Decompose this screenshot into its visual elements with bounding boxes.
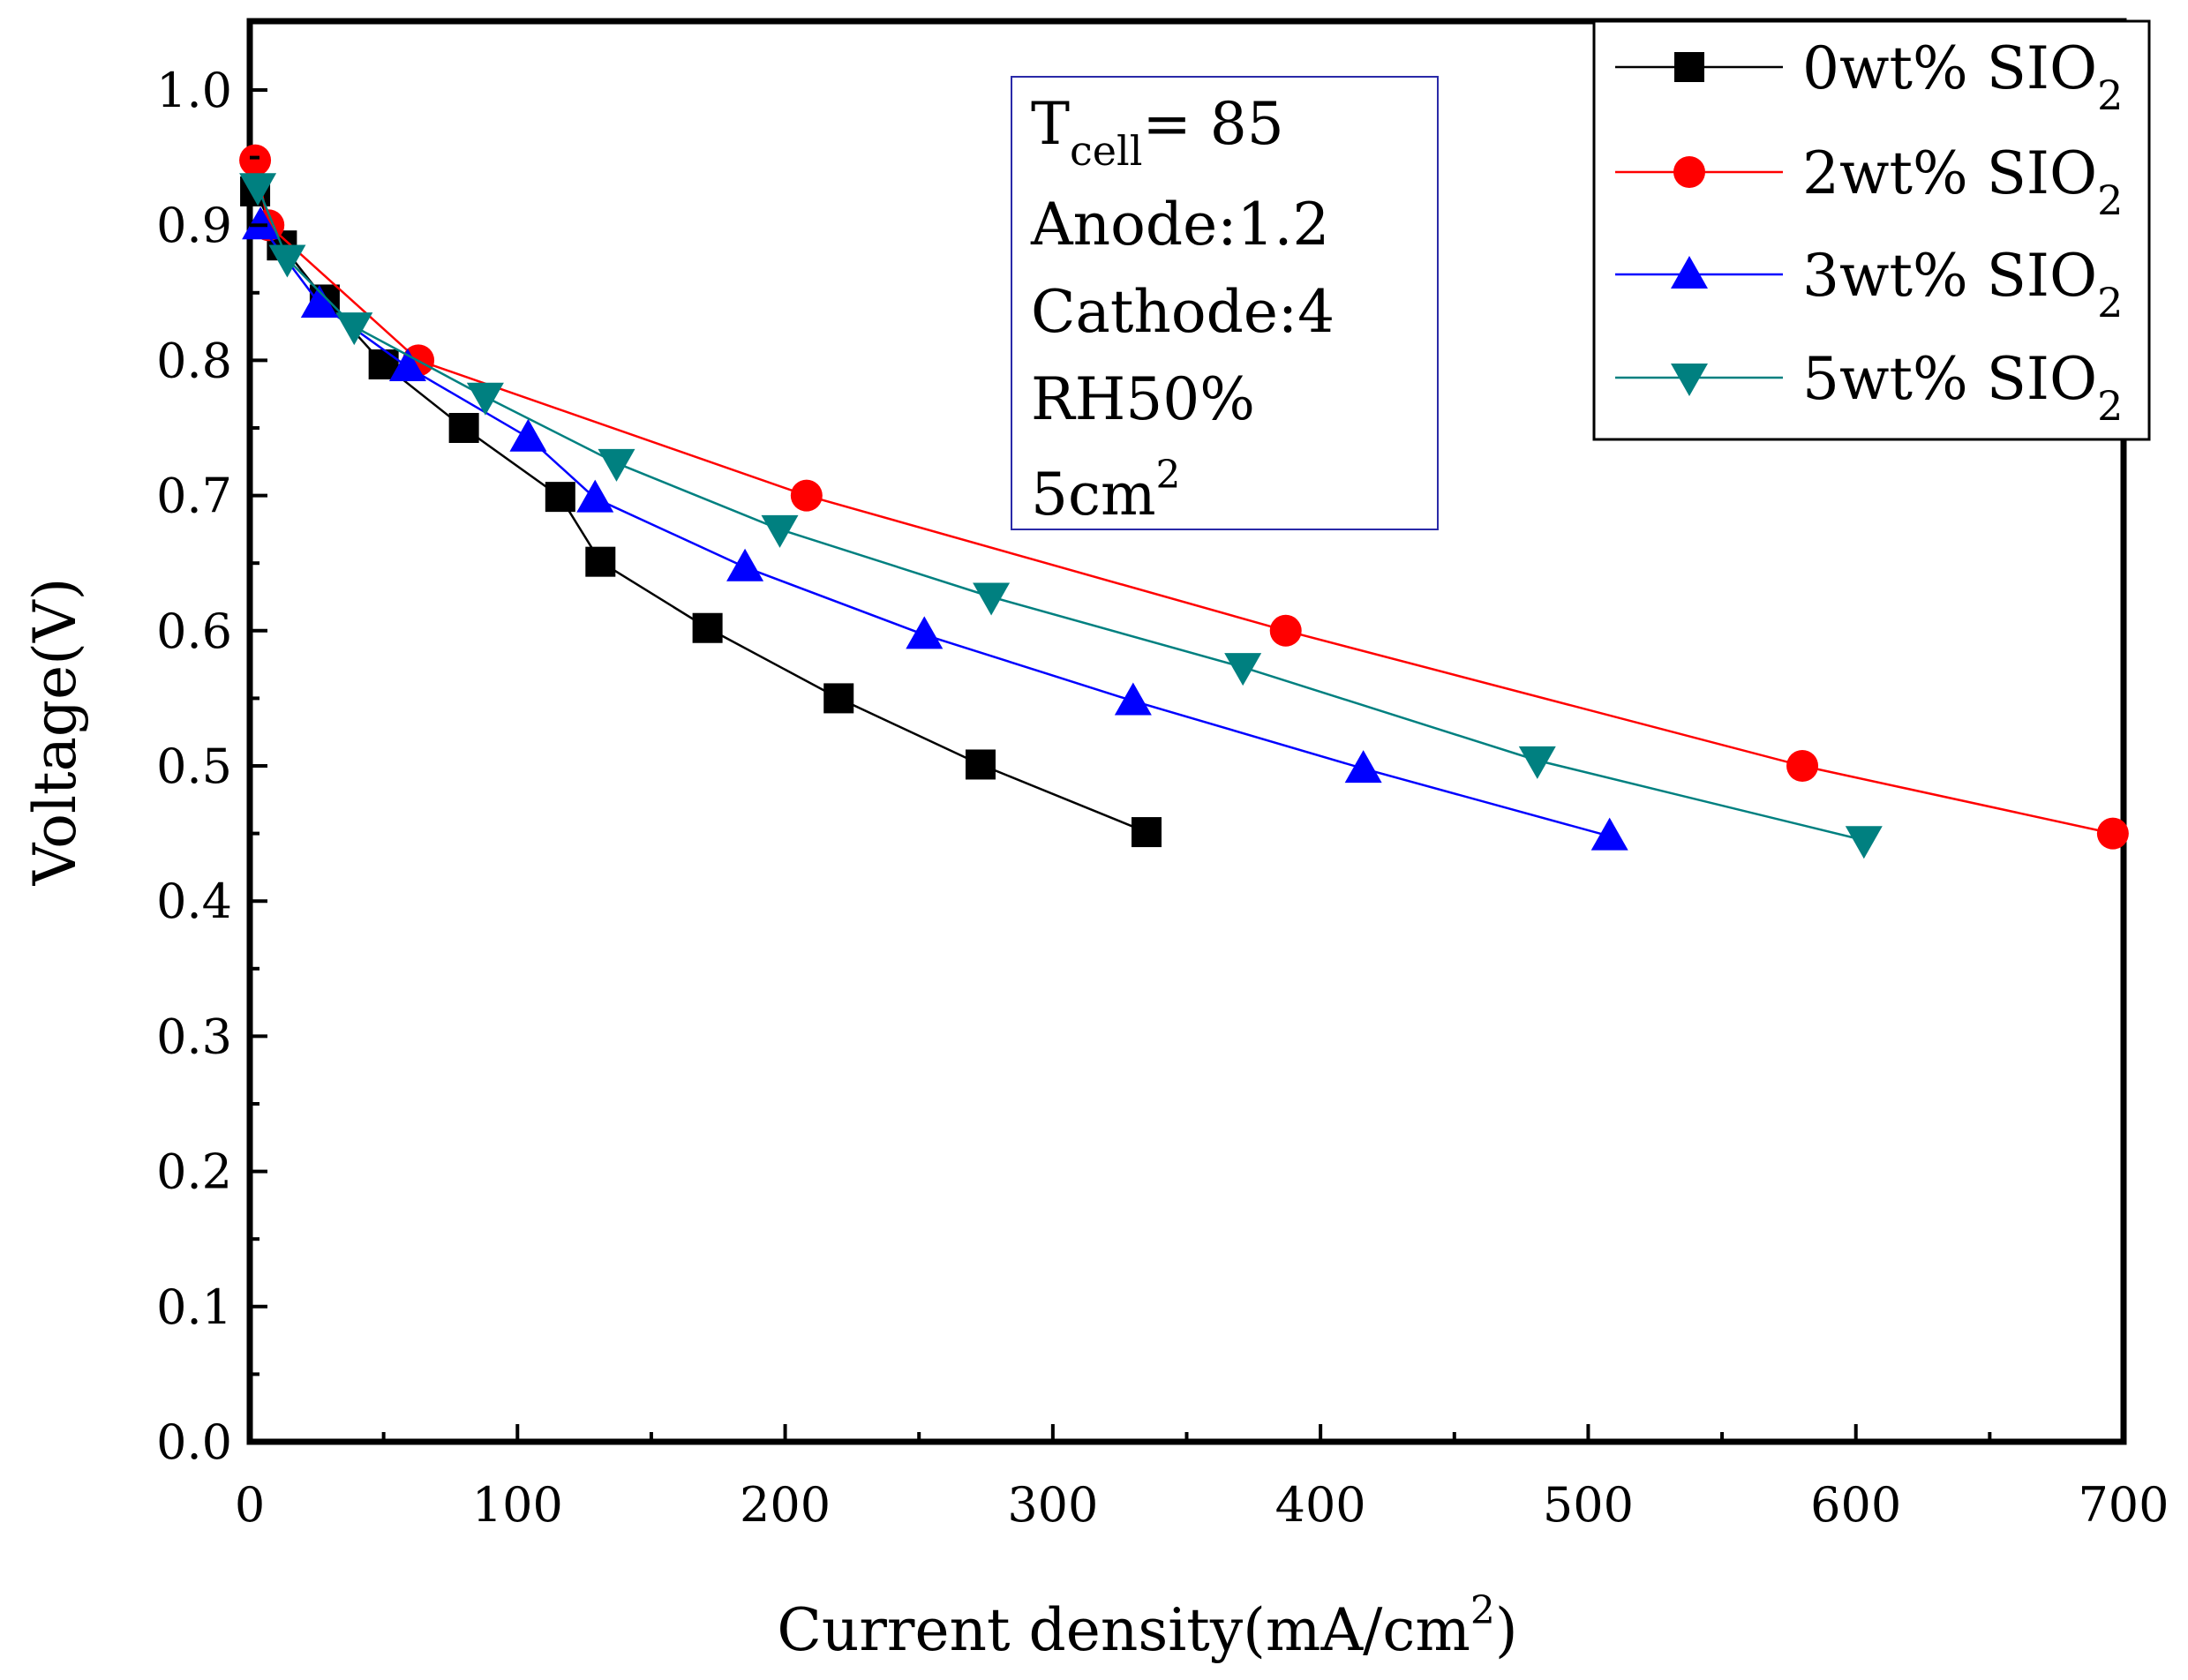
x-tick-label: 700 [2078,1477,2169,1533]
legend-marker [1671,364,1708,396]
series-2 [242,206,1628,851]
legend-marker [1673,156,1705,188]
x-tick-label: 200 [740,1477,831,1533]
data-point [1590,817,1628,851]
y-tick-label: 0.2 [156,1144,232,1200]
data-point [545,482,575,513]
y-tick-label: 0.4 [156,874,232,929]
data-point [2096,817,2129,850]
x-axis-title-main: Current density(mA/cm [777,1596,1470,1664]
y-tick-label: 0.6 [156,604,232,659]
legend: 0wt% SIO2 2wt% SIO2 3wt% SIO2 5wt% SIO2 [1592,19,2151,441]
y-tick-label: 0.7 [156,469,232,524]
legend-entry: 5wt% SIO2 [1615,345,2123,430]
series-3 [239,173,1883,859]
legend-entry: 3wt% SIO2 [1615,242,2123,326]
annotation-line-anode: Anode:1.2 [1030,191,1329,259]
legend-label: 5wt% SIO2 [1802,345,2123,430]
data-point [726,548,764,581]
y-tick-label: 0.3 [156,1009,232,1064]
x-tick-label: 300 [1007,1477,1098,1533]
annotation-box: Tcell= 85 Anode:1.2 Cathode:4 RH50% 5cm2 [1011,76,1439,530]
data-point [388,349,426,382]
x-axis-title: Current density(mA/cm2) [777,1588,1517,1664]
y-tick-label: 0.0 [156,1414,232,1470]
legend-label: 0wt% SIO2 [1802,34,2123,119]
y-tick-label: 0.9 [156,198,232,253]
data-point [576,479,614,513]
series-0 [240,176,1162,848]
annotation-line-cathode: Cathode:4 [1031,278,1335,346]
legend-marker [1671,256,1708,289]
x-tick-label: 500 [1543,1477,1634,1533]
data-point [1132,817,1162,848]
y-tick-label: 1.0 [156,63,232,118]
data-point [335,312,373,346]
x-tick-label: 100 [472,1477,563,1533]
x-axis-title-end: ) [1495,1596,1518,1664]
data-point [823,683,854,714]
y-tick-label: 0.1 [156,1279,232,1335]
annotation-line-tcell: Tcell= 85 [1031,90,1284,175]
data-point [448,413,479,443]
data-point [965,749,996,780]
legend-label: 2wt% SIO2 [1802,139,2123,224]
data-point [1269,614,1302,647]
series-line [259,224,1611,837]
data-point [466,382,504,416]
data-point [1845,826,1883,859]
data-point [1518,746,1556,779]
x-tick-label: 400 [1275,1477,1366,1533]
data-point [239,144,272,176]
data-point [973,582,1011,616]
series-line [256,186,1865,842]
data-point [1344,750,1382,784]
data-point [1786,750,1819,782]
x-tick-label: 600 [1810,1477,1901,1533]
data-point [692,612,723,643]
legend-label: 3wt% SIO2 [1802,242,2123,326]
data-point [239,173,277,206]
data-point [598,448,635,482]
data-point [268,244,306,278]
y-axis-title: Voltage(V) [21,578,89,887]
annotation-line-area: 5cm2 [1031,453,1181,529]
data-point [585,546,616,577]
data-point [300,285,338,319]
data-point [242,206,280,240]
data-point [790,479,823,512]
data-point [509,418,547,452]
legend-entry: 2wt% SIO2 [1615,139,2123,224]
y-tick-label: 0.8 [156,333,232,388]
data-point [1224,653,1262,686]
legend-entry: 0wt% SIO2 [1615,34,2123,119]
y-tick-label: 0.5 [156,739,232,794]
data-point [761,514,799,548]
x-axis-title-sup: 2 [1470,1588,1495,1633]
ticks-layer: 0 100 200 300 400 500 600 700 0.0 0.1 0.2 0.3 0.4 0.5… [156,63,2169,1533]
annotation-frame [1011,76,1439,530]
annotation-line-rh: RH50% [1031,365,1255,433]
data-point [906,616,944,649]
data-point [1114,682,1152,716]
legend-marker [1674,52,1704,82]
series-layer [239,144,2129,859]
x-tick-label: 0 [235,1477,265,1533]
